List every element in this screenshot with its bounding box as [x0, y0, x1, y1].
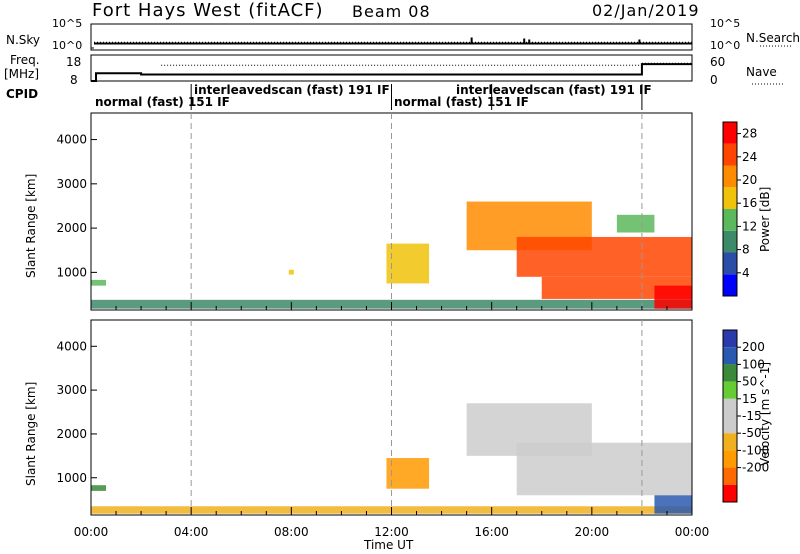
velocity-colorbar-tick-label: 50 — [742, 375, 757, 389]
velocity-ytick-label: 1000 — [56, 471, 87, 485]
power-echo-region — [616, 214, 655, 233]
velocity-colorbar-tick-label: 100 — [742, 357, 765, 371]
power-ytick-label: 4000 — [56, 133, 87, 147]
velocity-colorbar-segment — [723, 467, 737, 485]
x-tick-label: 00:00 — [74, 525, 109, 539]
power-colorbar-tick-label: 16 — [742, 196, 757, 210]
date-label: 02/Jan/2019 — [592, 1, 700, 20]
velocity-colorbar-tick-label: -200 — [742, 461, 769, 475]
power-echo-region — [386, 243, 430, 284]
x-tick-label: 04:00 — [174, 525, 209, 539]
velocity-echo-region — [654, 495, 692, 514]
velocity-colorbar-tick-label: -50 — [742, 426, 762, 440]
velocity-echo-region — [91, 485, 107, 491]
velocity-echo-region — [386, 458, 430, 489]
nsearch-label: N.Search — [746, 31, 800, 45]
power-colorbar-segment — [723, 143, 737, 166]
freq-label-2: [MHz] — [4, 67, 40, 81]
power-colorbar-segment — [723, 122, 737, 144]
velocity-colorbar-segment — [723, 330, 737, 348]
velocity-ylabel: Slant Range [km] — [24, 381, 38, 486]
x-tick-label: 12:00 — [374, 525, 409, 539]
nsky-tick-low: 10^0 — [52, 39, 83, 52]
power-colorbar-tick-label: 28 — [742, 127, 757, 141]
velocity-colorbar-label: Velocity [m s^-1] — [758, 361, 772, 466]
power-colorbar-tick-label: 20 — [742, 173, 757, 187]
x-axis-label: Time UT — [364, 538, 414, 552]
power-colorbar-tick-label: 8 — [742, 243, 750, 257]
cpid-label: CPID — [6, 87, 39, 101]
power-colorbar-frame — [722, 121, 738, 297]
velocity-colorbar-segment — [723, 484, 737, 502]
power-echo-region — [288, 269, 294, 275]
beam-label: Beam 08 — [352, 2, 431, 21]
velocity-ytick-label: 3000 — [56, 383, 87, 397]
nsearch-tick-high: 10^5 — [710, 17, 741, 30]
velocity-colorbar-segment — [723, 347, 737, 365]
nave-tick-high: 60 — [710, 55, 726, 69]
velocity-colorbar-segment — [723, 398, 737, 416]
velocity-ytick-label: 2000 — [56, 427, 87, 441]
power-colorbar-segment — [723, 165, 737, 188]
radar-title: Fort Hays West (fitACF) — [92, 0, 324, 21]
power-colorbar-segment — [723, 252, 737, 275]
power-echo-region — [91, 279, 107, 286]
freq-tick-high: 18 — [66, 55, 82, 69]
cpid-segment-2: interleavedscan (fast) 191 IF — [194, 83, 390, 97]
power-colorbar-segment — [723, 187, 737, 209]
power-echo-region — [654, 285, 692, 309]
cpid-segment-4: interleavedscan (fast) 191 IF — [456, 83, 652, 97]
freq-tick-low: 8 — [70, 73, 78, 87]
power-colorbar-segment — [723, 274, 737, 296]
velocity-colorbar-segment — [723, 364, 737, 382]
velocity-colorbar-segment — [723, 450, 737, 468]
velocity-colorbar-tick-label: -100 — [742, 443, 769, 457]
nsky-label: N.Sky — [6, 33, 41, 47]
freq-label-1: Freq. — [10, 53, 40, 67]
power-ylabel: Slant Range [km] — [24, 173, 38, 278]
freq-line — [91, 63, 692, 82]
power-ytick-label: 2000 — [56, 221, 87, 235]
velocity-colorbar-segment — [723, 381, 737, 399]
x-tick-label: 00:00 — [675, 525, 710, 539]
nave-label: Nave — [746, 65, 777, 79]
noise-panel-frame — [90, 23, 693, 51]
velocity-colorbar-tick-label: 15 — [742, 392, 757, 406]
power-ytick-label: 1000 — [56, 265, 87, 279]
power-colorbar-tick-label: 24 — [742, 150, 757, 164]
cpid-segment-1: normal (fast) 151 IF — [95, 95, 230, 109]
velocity-ytick-label: 4000 — [56, 339, 87, 353]
x-tick-label: 20:00 — [575, 525, 610, 539]
velocity-colorbar-segment — [723, 433, 737, 451]
cpid-segment-3: normal (fast) 151 IF — [394, 95, 529, 109]
x-tick-label: 16:00 — [474, 525, 509, 539]
power-colorbar-label: Power [dB] — [758, 186, 772, 252]
nsearch-tick-low: 10^0 — [710, 39, 741, 52]
power-colorbar-segment — [723, 230, 737, 253]
power-ytick-label: 3000 — [56, 177, 87, 191]
nave-tick-low: 0 — [710, 73, 718, 87]
velocity-colorbar-tick-label: 200 — [742, 340, 765, 354]
power-colorbar-segment — [723, 209, 737, 231]
power-colorbar-tick-label: 4 — [742, 266, 750, 280]
velocity-colorbar-segment — [723, 416, 737, 434]
power-echo-region — [516, 236, 692, 277]
freq-panel-frame — [90, 54, 693, 82]
velocity-echo-region — [516, 442, 692, 496]
nsky-tick-high: 10^5 — [52, 17, 83, 30]
velocity-colorbar-tick-label: -15 — [742, 409, 762, 423]
x-tick-label: 08:00 — [274, 525, 309, 539]
power-colorbar-tick-label: 12 — [742, 219, 757, 233]
